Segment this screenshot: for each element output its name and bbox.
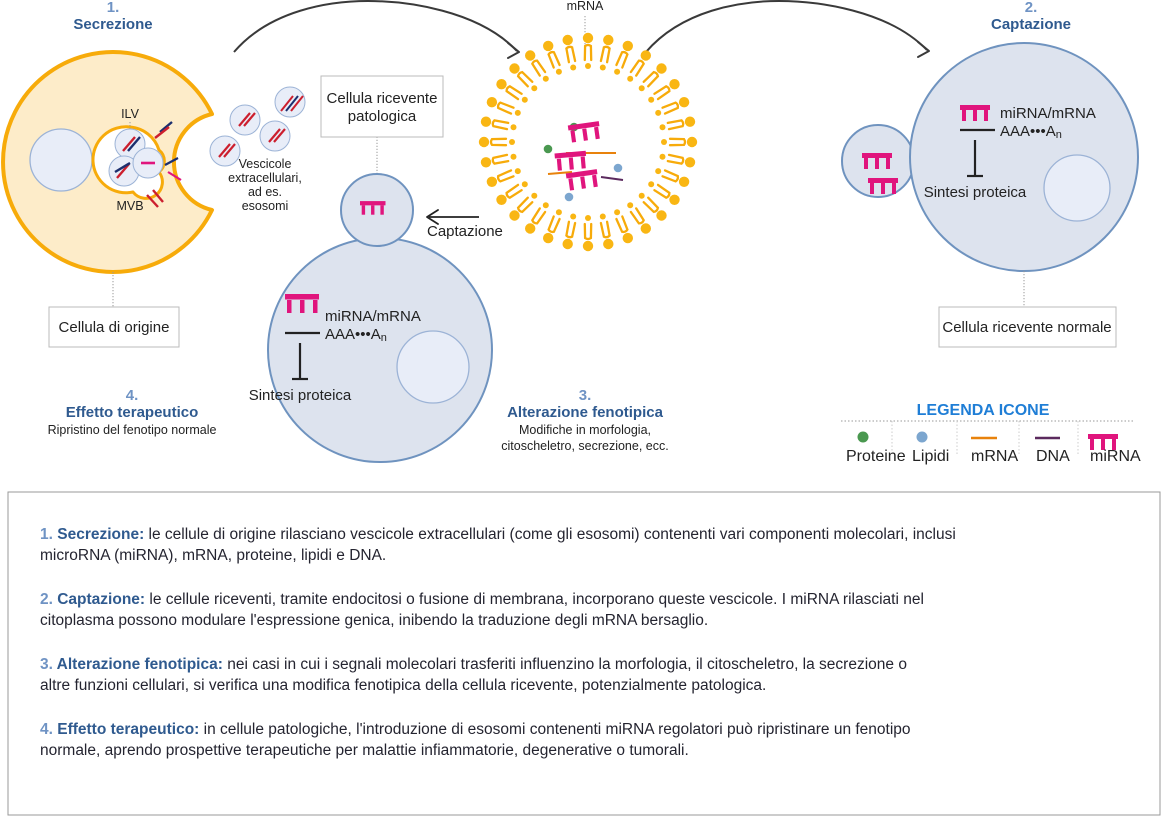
svg-text:Vescicole: Vescicole (239, 157, 292, 171)
svg-text:Captazione: Captazione (427, 223, 503, 240)
svg-text:Ripristino del fenotipo normal: Ripristino del fenotipo normale (48, 423, 217, 437)
svg-text:altre funzioni cellulari, si v: altre funzioni cellulari, si verifica un… (40, 677, 766, 694)
svg-text:microRNA (miRNA), mRNA, protei: microRNA (miRNA), mRNA, proteine, lipidi… (40, 547, 386, 564)
svg-text:miRNA: miRNA (1090, 448, 1141, 465)
svg-text:ILV: ILV (121, 107, 139, 121)
svg-text:3.: 3. (579, 387, 592, 404)
svg-text:Alterazione fenotipica: Alterazione fenotipica (507, 404, 664, 421)
svg-text:mRNA: mRNA (971, 448, 1018, 465)
svg-text:4. Effetto terapeutico: in cel: 4. Effetto terapeutico: in cellule patol… (40, 721, 911, 738)
svg-text:citoscheletro, secrezione, ecc: citoscheletro, secrezione, ecc. (501, 439, 668, 453)
svg-text:2. Captazione: le cellule rice: 2. Captazione: le cellule riceventi, tra… (40, 591, 924, 608)
svg-text:Proteine: Proteine (846, 448, 906, 465)
svg-text:DNA: DNA (1036, 448, 1070, 465)
svg-text:Cellula ricevente normale: Cellula ricevente normale (942, 319, 1111, 336)
svg-text:Modifiche in morfologia,: Modifiche in morfologia, (519, 423, 651, 437)
svg-text:normale, aprendo prospettive t: normale, aprendo prospettive terapeutich… (40, 742, 689, 759)
svg-text:Captazione: Captazione (991, 16, 1071, 33)
svg-text:1. Secrezione: le cellule di o: 1. Secrezione: le cellule di origine ril… (40, 526, 956, 543)
svg-text:esosomi: esosomi (242, 199, 289, 213)
svg-text:ad es.: ad es. (248, 185, 282, 199)
svg-text:1.: 1. (107, 0, 120, 16)
svg-text:AAA•••An: AAA•••An (1000, 123, 1062, 141)
svg-text:LEGENDA ICONE: LEGENDA ICONE (917, 402, 1050, 419)
svg-text:Cellula di origine: Cellula di origine (59, 319, 170, 336)
svg-text:4.: 4. (126, 387, 139, 404)
svg-text:Sintesi proteica: Sintesi proteica (924, 184, 1027, 201)
svg-text:mRNA: mRNA (567, 0, 604, 13)
svg-text:Cellula ricevente: Cellula ricevente (327, 90, 438, 107)
svg-text:Sintesi proteica: Sintesi proteica (249, 387, 352, 404)
svg-text:Effetto terapeutico: Effetto terapeutico (66, 404, 199, 421)
svg-text:miRNA/mRNA: miRNA/mRNA (1000, 105, 1096, 122)
svg-text:citoplasma possono modulare l': citoplasma possono modulare l'espression… (40, 612, 708, 629)
svg-text:patologica: patologica (348, 108, 417, 125)
svg-text:Lipidi: Lipidi (912, 448, 949, 465)
svg-text:miRNA/mRNA: miRNA/mRNA (325, 308, 421, 325)
svg-text:2.: 2. (1025, 0, 1038, 16)
svg-text:Secrezione: Secrezione (73, 16, 152, 33)
svg-text:AAA•••An: AAA•••An (325, 326, 387, 344)
svg-text:MVB: MVB (116, 199, 143, 213)
svg-text:3. Alterazione fenotipica: nei: 3. Alterazione fenotipica: nei casi in c… (40, 656, 907, 673)
svg-text:extracellulari,: extracellulari, (228, 171, 302, 185)
